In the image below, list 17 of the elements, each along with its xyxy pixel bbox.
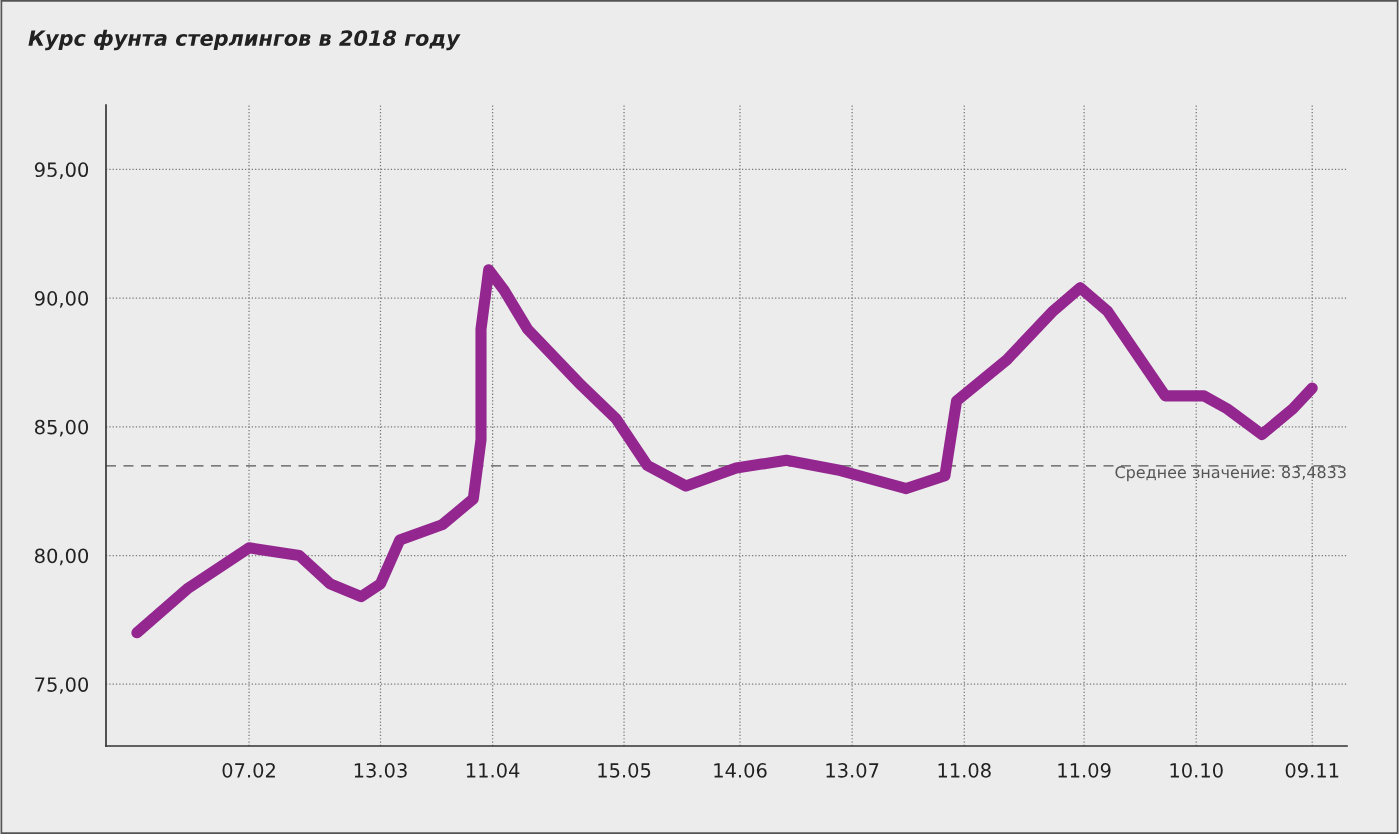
x-tick-label: 07.02 <box>222 763 275 778</box>
y-tick-label: 90,00 <box>34 291 89 308</box>
x-tick-label: 11.09 <box>1058 763 1111 778</box>
y-tick-label: 85,00 <box>34 419 89 437</box>
y-tick-label: 80,00 <box>34 548 89 566</box>
x-tick-label: 15.05 <box>598 763 651 778</box>
x-tick-label: 11.08 <box>938 763 991 778</box>
x-tick-label: 09.11 <box>1285 763 1339 778</box>
x-tick-label: 13.07 <box>826 763 879 778</box>
y-tick-label: 95,00 <box>34 162 89 180</box>
x-tick-label: 13.03 <box>354 763 407 778</box>
chart-title: Курс фунта стерлингов в 2018 году <box>28 29 461 51</box>
x-tick-label: 10.10 <box>1170 763 1223 778</box>
ref-line-label: Среднее значение: 83,4833 <box>1115 466 1346 482</box>
x-tick-label: 11.04 <box>466 763 520 778</box>
y-tick-label: 75,00 <box>35 677 89 694</box>
x-tick-label: 14.06 <box>714 763 767 778</box>
